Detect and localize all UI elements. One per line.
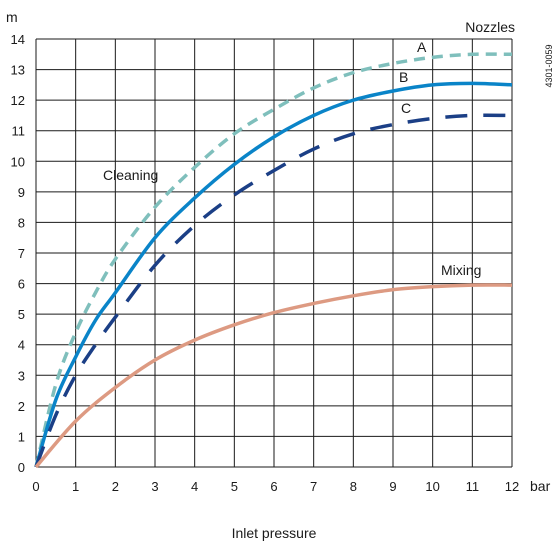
annotation-cleaning: Cleaning [103,167,158,183]
annotation-a: A [417,39,427,55]
reference-code: 4301-0059 [544,44,554,87]
x-tick-label: 10 [425,479,439,494]
y-tick-label: 0 [18,460,25,475]
annotation-c: C [401,100,411,116]
annotation-b: B [399,69,408,85]
series-lines [34,52,513,469]
x-tick-label: 5 [231,479,238,494]
x-tick-label: 11 [466,479,480,494]
x-tick-label: 0 [32,479,39,494]
y-tick-label: 11 [12,124,26,139]
series-line-a [34,52,513,468]
y-tick-label: 3 [18,368,25,383]
annotation-mixing: Mixing [441,262,481,278]
x-tick-label: 3 [151,479,158,494]
y-tick-label: 12 [11,93,25,108]
y-tick-label: 7 [18,246,25,261]
x-tick-label: 4 [191,479,198,494]
y-tick-label: 6 [18,277,25,292]
grid [35,38,513,468]
x-tick-label: 7 [310,479,317,494]
y-tick-label: 14 [11,32,25,47]
annotation-nozzles: Nozzles [465,19,515,35]
x-axis-title: Inlet pressure [232,525,317,541]
y-unit-label: m [6,9,18,25]
y-tick-label: 13 [11,63,25,78]
y-tick-label: 5 [18,307,25,322]
x-tick-label: 8 [350,479,357,494]
x-tick-label: 9 [389,479,396,494]
x-tick-label: 2 [112,479,119,494]
y-tick-label: 8 [18,215,25,230]
x-tick-label: 1 [72,479,79,494]
x-unit-label: bar [530,478,551,494]
series-line-mixing [34,283,513,469]
x-tick-label: 6 [270,479,277,494]
y-tick-label: 4 [18,338,25,353]
series-line-c [34,113,513,468]
y-tick-label: 1 [18,429,25,444]
y-tick-label: 9 [18,185,25,200]
y-tick-label: 10 [11,154,25,169]
series-line-b [34,81,513,468]
y-tick-label: 2 [18,399,25,414]
x-tick-label: 12 [505,479,519,494]
